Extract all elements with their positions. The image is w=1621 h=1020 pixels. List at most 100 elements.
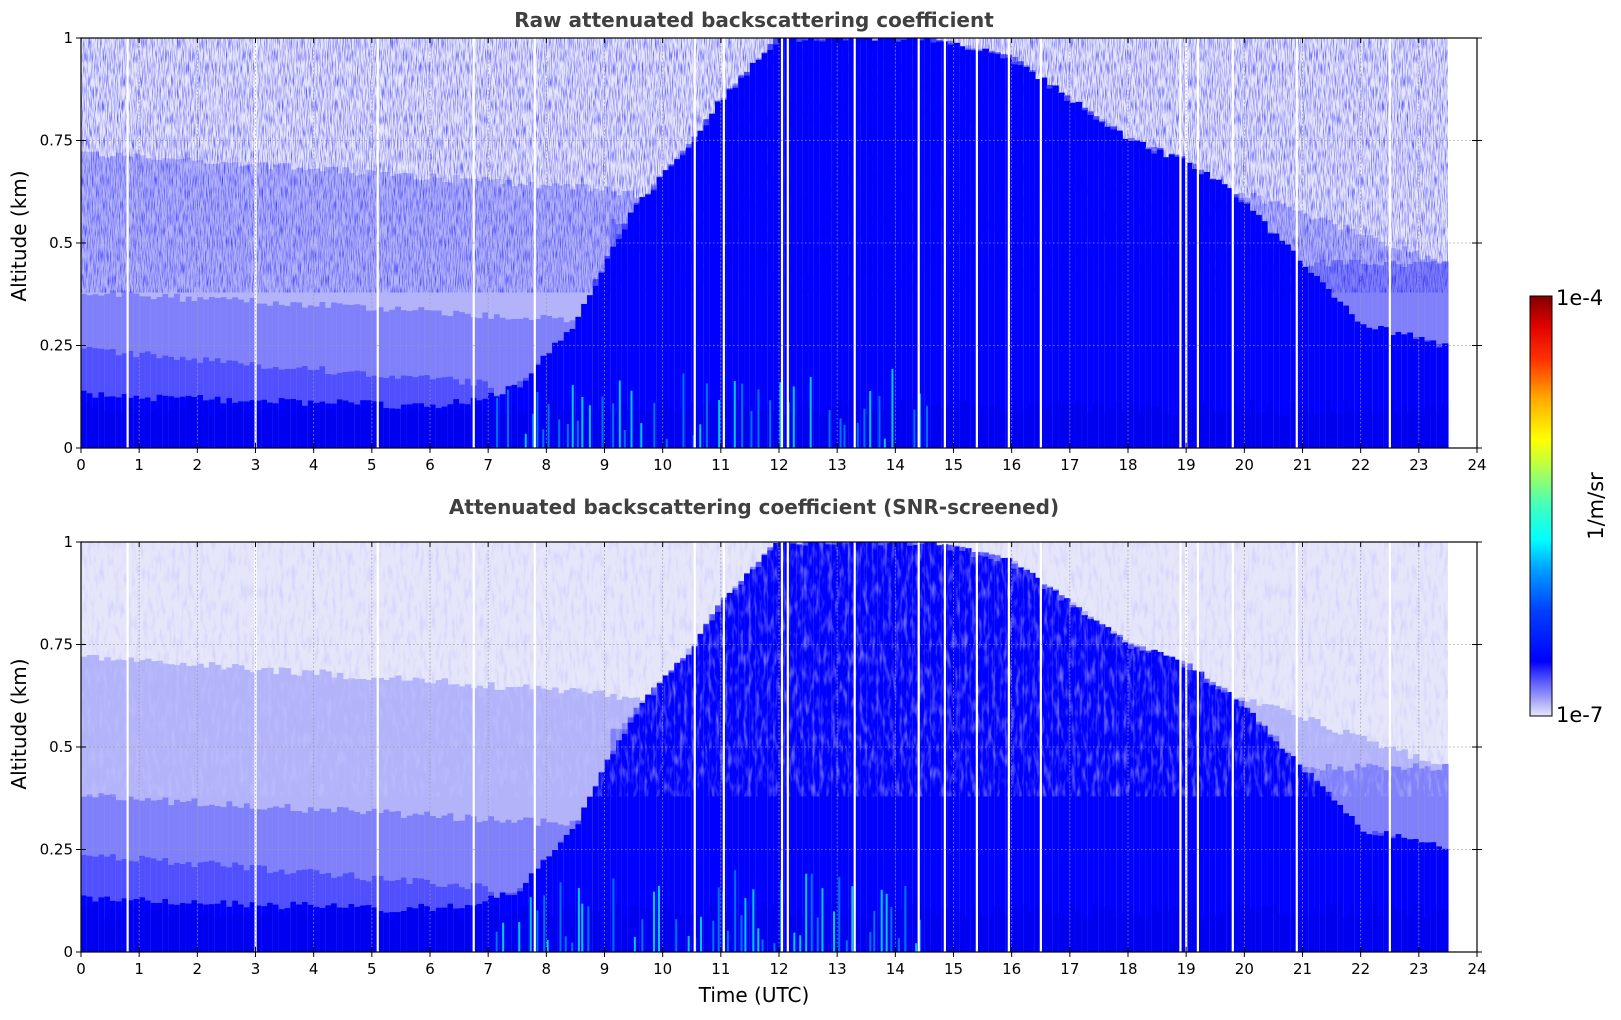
heatmap-cell	[1360, 831, 1368, 952]
heatmap-cell	[575, 316, 582, 448]
data-gap	[1179, 542, 1182, 952]
heatmap-cell	[750, 410, 753, 448]
heatmap-cell	[348, 911, 355, 952]
heatmap-cell	[1029, 910, 1036, 952]
heatmap-cell	[680, 914, 687, 952]
heatmap-cell	[168, 914, 175, 952]
heatmap-cell	[685, 655, 693, 952]
heatmap-cell	[441, 907, 449, 952]
heatmap-cell	[685, 407, 693, 448]
x-tick-label: 15	[944, 456, 963, 474]
heatmap-cell	[703, 917, 710, 952]
heatmap-cell	[371, 907, 379, 952]
heatmap-cell	[563, 184, 571, 449]
heatmap-cell	[430, 815, 437, 952]
heatmap-cell	[540, 355, 547, 448]
heatmap-cell	[313, 916, 321, 952]
x-tick-label: 7	[483, 456, 493, 474]
heatmap-cell	[1343, 917, 1350, 952]
heatmap-cell	[1325, 903, 1333, 952]
heatmap-cell	[761, 903, 768, 952]
heatmap-cell	[1290, 756, 1298, 952]
heatmap-cell	[1128, 905, 1135, 952]
heatmap-cell	[1221, 411, 1228, 448]
heatmap-cell	[1162, 413, 1170, 448]
heatmap-cell	[1232, 402, 1240, 448]
heatmap-cell	[924, 907, 931, 952]
heatmap-cell	[592, 786, 600, 952]
heatmap-cell	[464, 414, 472, 448]
heatmap-cell	[912, 399, 920, 448]
heatmap-cell	[936, 403, 943, 448]
heatmap-cell	[1151, 904, 1158, 952]
heatmap-cell	[621, 404, 629, 448]
heatmap-cell	[1337, 804, 1344, 952]
x-tick-label: 5	[367, 456, 377, 474]
heatmap-cell	[854, 917, 862, 952]
heatmap-cell	[1238, 706, 1245, 952]
heatmap-cell	[220, 411, 228, 448]
heatmap-cell	[1075, 400, 1083, 448]
y-tick-label: 1	[63, 533, 73, 551]
x-tick-label: 13	[828, 456, 847, 474]
heatmap-cell	[869, 390, 872, 448]
heatmap-cell	[1401, 334, 1408, 448]
heatmap-cell	[371, 170, 379, 448]
heatmap-cell	[506, 389, 509, 448]
heatmap-cell	[156, 407, 164, 448]
heatmap-cell	[1424, 341, 1432, 448]
heatmap-cell	[1401, 910, 1408, 952]
heatmap-cell	[511, 318, 518, 448]
heatmap-cell	[115, 409, 123, 448]
data-gap	[1039, 38, 1042, 448]
heatmap-cell	[284, 399, 291, 448]
y-tick-label: 0	[63, 439, 73, 457]
heatmap-cell	[505, 179, 513, 448]
heatmap-cell	[1157, 406, 1164, 448]
heatmap-cell	[1296, 260, 1304, 448]
x-tick-label: 2	[193, 456, 203, 474]
heatmap-cell	[1046, 903, 1053, 952]
heatmap-cell	[342, 907, 350, 952]
heatmap-cell	[366, 169, 373, 448]
heatmap-cell	[1244, 707, 1251, 952]
data-gap	[1231, 542, 1234, 952]
heatmap-cell	[441, 815, 449, 952]
heatmap-cell	[1285, 753, 1292, 952]
heatmap-cell	[930, 404, 937, 448]
heatmap-cell	[569, 688, 577, 952]
heatmap-cell	[517, 686, 524, 952]
heatmap-cell	[1040, 905, 1048, 952]
heatmap-cell	[139, 408, 146, 448]
heatmap-cell	[232, 405, 239, 448]
data-gap	[786, 542, 789, 952]
heatmap-cell	[976, 911, 984, 952]
heatmap-cell	[1261, 412, 1269, 448]
heatmap-cell	[761, 410, 768, 448]
heatmap-cell	[476, 685, 483, 952]
noise-overlay	[81, 542, 1448, 797]
heatmap-cell	[1064, 916, 1071, 952]
heatmap-cell	[612, 878, 615, 952]
heatmap-cell	[1244, 203, 1251, 448]
heatmap-cell	[633, 905, 640, 952]
heatmap-cell	[773, 410, 780, 448]
heatmap-cell	[662, 675, 670, 952]
heatmap-cell	[1122, 642, 1129, 952]
heatmap-cell	[1104, 411, 1112, 448]
heatmap-cell	[744, 903, 751, 952]
heatmap-cell	[1180, 402, 1187, 448]
heatmap-cell	[1325, 791, 1333, 952]
x-tick-label: 11	[711, 456, 730, 474]
heatmap-cell	[557, 340, 565, 448]
heatmap-cell	[360, 406, 367, 448]
heatmap-cell	[687, 935, 690, 952]
heatmap-cell	[623, 429, 626, 448]
heatmap-cell	[133, 413, 140, 448]
x-tick-label: 24	[1467, 960, 1486, 978]
heatmap-cell	[523, 184, 530, 448]
heatmap-cell	[98, 401, 105, 448]
heatmap-cell	[717, 887, 720, 952]
heatmap-cell	[718, 400, 721, 448]
data-gap	[1231, 38, 1234, 448]
